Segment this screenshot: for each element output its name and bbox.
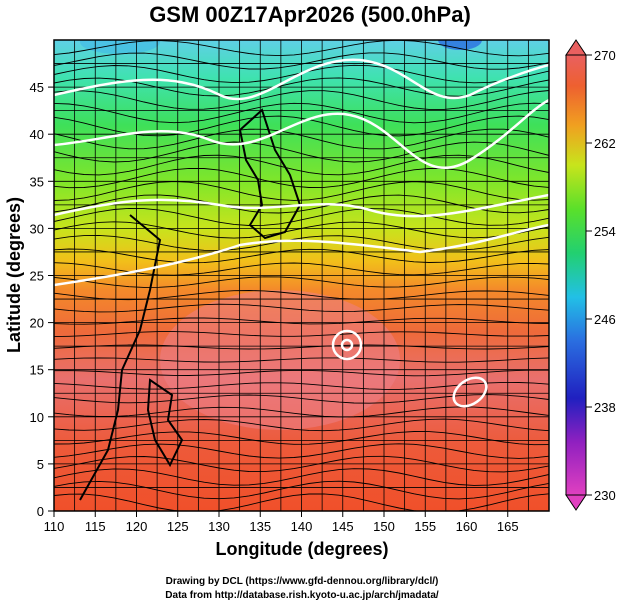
isotherm [54, 193, 549, 218]
isotherm-closed [452, 376, 488, 408]
y-tick-label: 15 [30, 363, 44, 378]
y-tick-label: 30 [30, 221, 44, 236]
grid [54, 40, 549, 511]
y-tick-label: 25 [30, 269, 44, 284]
x-tick-label: 145 [332, 519, 354, 534]
x-tick-label: 135 [249, 519, 271, 534]
cold-pocket [438, 40, 482, 50]
x-tick-label: 110 [44, 519, 65, 534]
x-tick-label: 160 [456, 519, 478, 534]
x-tick-label: 130 [208, 519, 230, 534]
colorbar-ticks: 230 238 246 254 262 270 [586, 48, 616, 503]
chart-title: GSM 00Z17Apr2026 (500.0hPa) [149, 2, 471, 27]
x-tick-label: 155 [414, 519, 436, 534]
y-tick-label: 40 [30, 127, 44, 142]
y-tick-label: 20 [30, 316, 44, 331]
colorbar-max-arrow [565, 39, 587, 56]
coastline-asia [79, 214, 162, 501]
coastline-japan [238, 108, 302, 240]
colorbar-tick-label: 262 [594, 136, 616, 151]
x-tick-label: 115 [85, 519, 106, 534]
x-tick-label: 125 [167, 519, 189, 534]
y-tick-label: 45 [30, 80, 44, 95]
y-tick-label: 10 [30, 410, 44, 425]
y-axis-label: Latitude (degrees) [4, 197, 24, 353]
credit-line-1: Drawing by DCL (https://www.gfd-dennou.o… [166, 576, 439, 587]
x-tick-label: 140 [291, 519, 313, 534]
credit-line-2: Data from http://database.rish.kyoto-u.a… [165, 590, 439, 601]
x-axis-ticks: 110 115 120 125 130 135 140 145 150 155 160 165 [44, 511, 519, 534]
x-axis-label: Longitude (degrees) [215, 539, 388, 559]
y-tick-label: 35 [30, 174, 44, 189]
colorbar-tick-label: 270 [594, 48, 616, 63]
isotherm [54, 98, 549, 169]
isotherm [54, 223, 549, 287]
x-tick-label: 150 [373, 519, 395, 534]
coastline-philippines [146, 378, 184, 468]
isotherms [54, 58, 549, 408]
colorbar-min-arrow [565, 494, 587, 511]
x-tick-label: 120 [126, 519, 148, 534]
isotherm-closed [331, 329, 363, 361]
y-axis-ticks: 0 5 10 15 20 25 30 35 40 45 [30, 80, 54, 519]
colorbar-scale [565, 54, 587, 496]
cold-pocket-west [80, 40, 160, 54]
y-tick-label: 0 [37, 504, 44, 519]
colorbar-tick-label: 238 [594, 400, 616, 415]
y-tick-label: 5 [37, 457, 44, 472]
plot-area [54, 40, 549, 511]
isotherm [54, 58, 549, 101]
x-tick-label: 165 [497, 519, 519, 534]
colorbar: 230 238 246 254 262 270 [565, 39, 616, 511]
colorbar-tick-label: 230 [594, 488, 616, 503]
colorbar-tick-label: 254 [594, 224, 616, 239]
colorbar-tick-label: 246 [594, 312, 616, 327]
isotherm-closed [340, 338, 354, 352]
